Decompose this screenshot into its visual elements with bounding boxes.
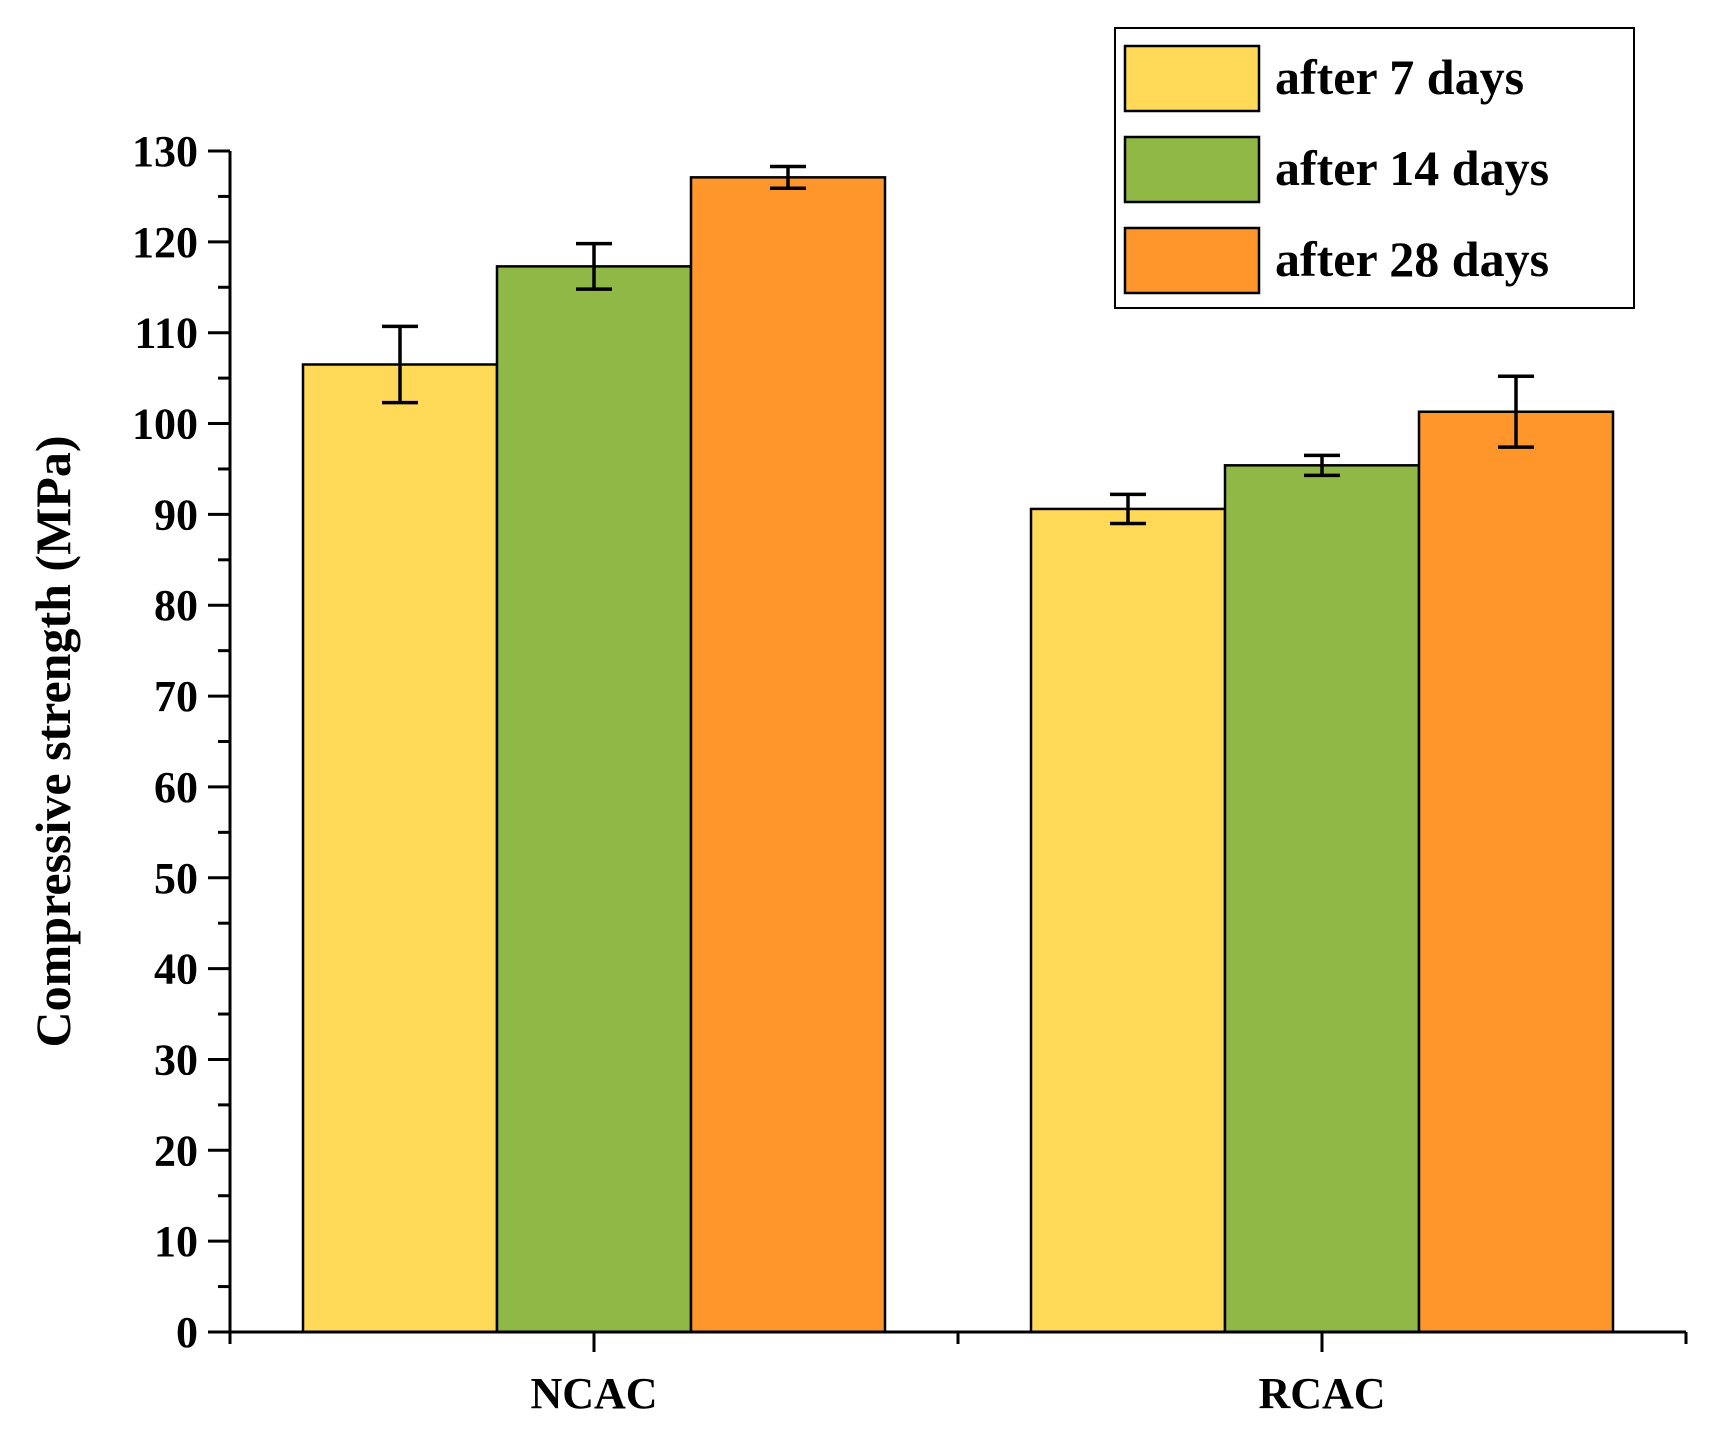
bar-ncac-series-1	[495, 265, 693, 1334]
y-tick-label: 40	[154, 945, 198, 994]
bar-ncac-series-2	[689, 176, 887, 1334]
y-tick-label: 20	[154, 1126, 198, 1175]
legend-label-series-0: after 7 days	[1275, 49, 1524, 105]
legend-swatch-series-0	[1123, 44, 1261, 113]
error-bar-ncac-series-0	[382, 324, 418, 405]
legend-swatch-series-1	[1123, 135, 1261, 204]
y-axis-title: Compressive strength (MPa)	[25, 436, 81, 1048]
error-bar-rcac-series-1	[1304, 453, 1340, 478]
y-tick-label: 0	[176, 1308, 198, 1357]
legend-label-series-2: after 28 days	[1275, 231, 1549, 287]
x-tick-label-ncac: NCAC	[530, 1369, 657, 1418]
y-tick-label: 50	[154, 854, 198, 903]
y-tick-label: 70	[154, 672, 198, 721]
legend-label-series-1: after 14 days	[1275, 140, 1549, 196]
error-bar-rcac-series-2	[1498, 374, 1534, 449]
bar-rcac-series-2	[1417, 410, 1615, 1334]
bar-rcac-series-0	[1029, 507, 1227, 1334]
bar-rcac-series-1	[1223, 464, 1421, 1334]
y-tick-label: 100	[132, 400, 198, 449]
bar-ncac-series-0	[301, 363, 499, 1334]
y-tick-label: 30	[154, 1035, 198, 1084]
legend: after 7 days after 14 days after 28 days	[1114, 27, 1635, 309]
error-bar-ncac-series-2	[770, 164, 806, 190]
y-tick-label: 80	[154, 581, 198, 630]
error-bar-ncac-series-1	[576, 241, 612, 291]
legend-swatch-series-2	[1123, 226, 1261, 295]
y-tick-label: 90	[154, 490, 198, 539]
axes-layer: 0 10 20 30 40 50 60 70 80 90 100 110 120 130 NCAC RCAC	[132, 127, 1688, 1418]
error-bars-layer	[382, 164, 1534, 526]
y-tick-label: 120	[132, 218, 198, 267]
y-tick-label: 130	[132, 127, 198, 176]
y-tick-label: 60	[154, 763, 198, 812]
y-tick-label: 110	[134, 309, 198, 358]
y-tick-label: 10	[154, 1217, 198, 1266]
bars-layer	[301, 176, 1615, 1334]
x-tick-label-rcac: RCAC	[1258, 1369, 1385, 1418]
error-bar-rcac-series-0	[1110, 492, 1146, 526]
